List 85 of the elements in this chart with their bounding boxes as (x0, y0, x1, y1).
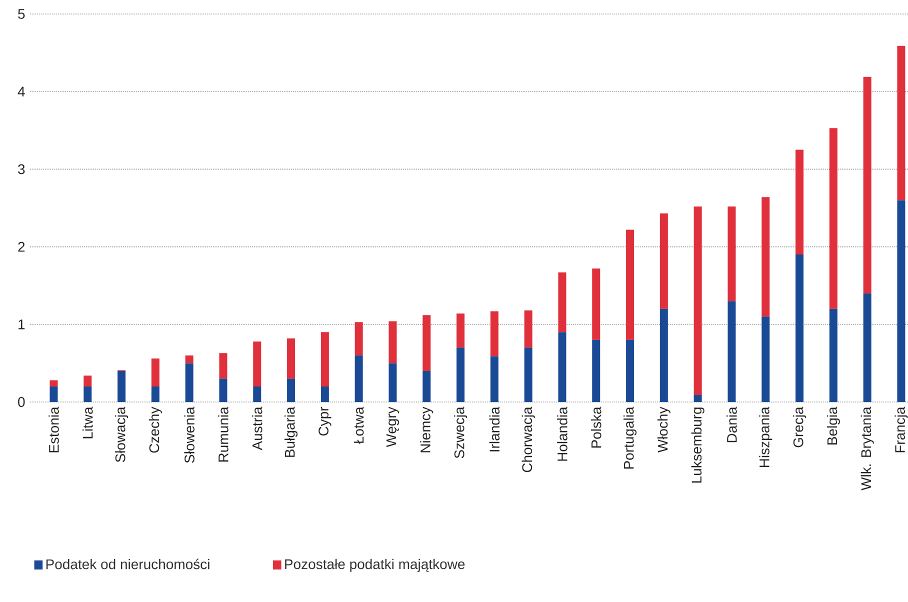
bar (388, 321, 397, 364)
bar (626, 340, 634, 402)
bar (558, 332, 566, 402)
x-tick-label: Hiszpania (759, 406, 772, 468)
bar (863, 293, 872, 402)
bar (863, 76, 872, 294)
x-tick-label: Luksemburg (691, 408, 704, 483)
bar (626, 230, 634, 340)
x-tick-label: Belgia (826, 406, 840, 444)
x-tick-label: Estonia (48, 406, 59, 452)
legend-label: Pozostałe podatki majątkowe (285, 558, 465, 572)
y-tick-label: 2 (18, 242, 25, 252)
bar (762, 316, 770, 402)
bar (694, 395, 702, 402)
bar (524, 310, 532, 348)
bar (660, 308, 668, 402)
bar (253, 386, 262, 402)
bar (320, 332, 329, 386)
x-tick-label: Rumunia (218, 406, 228, 462)
x-tick-label: Portugalia (624, 406, 637, 469)
x-tick-label: Słowacja (115, 406, 128, 462)
bar (388, 363, 397, 402)
x-tick-label: Chorwacja (522, 406, 535, 472)
bar (762, 197, 770, 317)
bar (829, 128, 838, 309)
bar (50, 386, 58, 402)
bar (524, 348, 532, 402)
bar (422, 315, 431, 371)
x-tick-label: Polska (590, 406, 602, 448)
x-tick-label: Holandia (557, 406, 568, 461)
bar (694, 206, 702, 396)
bar (490, 311, 498, 356)
bar (897, 46, 906, 200)
x-tick-label: Słowenia (184, 406, 194, 463)
x-tick-label: Irlandia (489, 406, 500, 452)
bar (660, 213, 668, 309)
bar (558, 272, 566, 332)
x-tick-label: Grecja (792, 406, 806, 448)
x-tick-label: Francja (894, 406, 908, 452)
x-tick-label: Wlk. Brytania (860, 406, 874, 490)
y-tick-label: 3 (18, 164, 25, 174)
bar (84, 386, 92, 402)
bar (151, 386, 160, 402)
bar (592, 340, 600, 402)
bar (50, 380, 58, 386)
bar (897, 200, 906, 402)
bar (422, 370, 431, 402)
x-tick-label: Cypr (318, 406, 332, 436)
bar (456, 314, 465, 348)
x-tick-label: Włochy (657, 406, 670, 453)
x-tick-label: Szwecja (454, 406, 468, 458)
legend-label: Podatek od nieruchomości (46, 558, 210, 570)
bar (796, 254, 804, 402)
bar (84, 376, 92, 386)
x-tick-label: Czechy (148, 406, 162, 453)
bar (287, 338, 296, 379)
y-tick-label: 0 (18, 397, 25, 407)
x-tick-label: Węgry (386, 406, 399, 448)
bar (354, 322, 363, 356)
x-tick-label: Łotwa (354, 406, 364, 444)
bar (728, 301, 736, 402)
y-tick-label: 5 (18, 9, 25, 19)
bar (592, 268, 600, 340)
bar (829, 308, 838, 402)
bar (219, 353, 228, 379)
bar (456, 348, 465, 402)
bar (354, 355, 363, 402)
bar (796, 150, 804, 255)
x-tick-label: Niemcy (420, 406, 434, 452)
x-tick-label: Dania (726, 406, 737, 442)
y-tick-label: 1 (18, 320, 25, 330)
y-tick-label: 4 (18, 86, 25, 96)
bar (219, 378, 228, 402)
bar (185, 363, 194, 402)
bar (287, 378, 296, 402)
x-tick-label: Bułgaria (284, 406, 298, 457)
bar (151, 358, 160, 386)
bar (728, 206, 736, 302)
bar (490, 356, 498, 402)
bar (320, 386, 329, 402)
x-tick-label: Litwa (82, 406, 93, 438)
bar (118, 370, 126, 402)
bar (253, 341, 262, 386)
x-tick-label: Austria (252, 406, 262, 450)
bar (185, 355, 194, 364)
